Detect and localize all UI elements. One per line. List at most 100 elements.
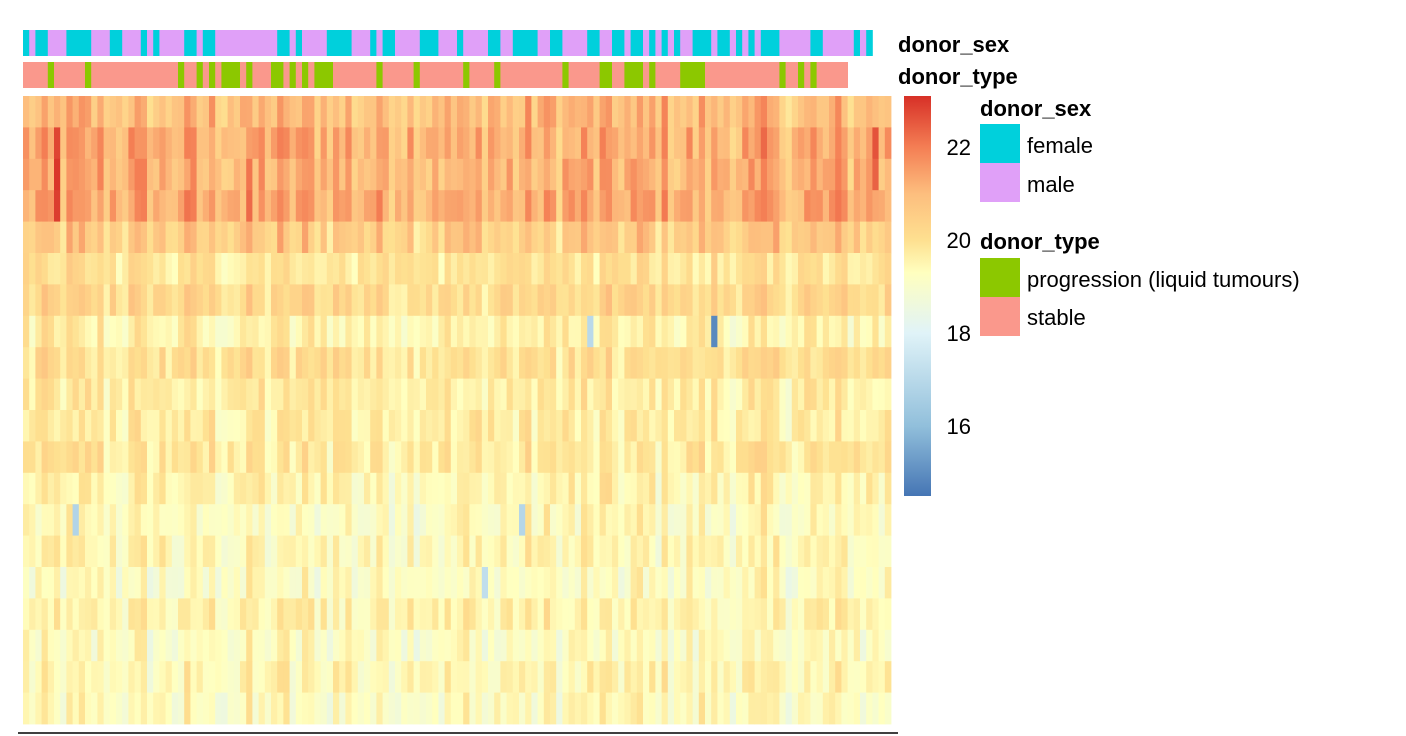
heatmap-cell — [153, 410, 160, 442]
heatmap-cell — [388, 158, 396, 191]
heatmap-cell — [457, 284, 464, 317]
heatmap-cell — [475, 629, 483, 662]
donor_type-cell — [271, 62, 278, 88]
heatmap-cell — [246, 378, 253, 411]
heatmap-cell — [605, 567, 613, 599]
heatmap-cell — [450, 504, 458, 536]
heatmap-cell — [785, 221, 793, 254]
heatmap-cell — [512, 567, 520, 599]
heatmap-cell — [705, 410, 712, 442]
heatmap-cell — [258, 629, 266, 662]
heatmap-cell — [419, 284, 427, 317]
donor_sex-cell — [698, 30, 706, 56]
heatmap-cell — [655, 253, 662, 285]
heatmap-cell — [314, 629, 321, 662]
heatmap-cell — [636, 221, 644, 254]
heatmap-cell — [450, 661, 458, 693]
heatmap-cell — [333, 629, 340, 662]
heatmap-cell — [729, 284, 737, 317]
donor_type-cell — [134, 62, 142, 88]
heatmap-cell — [636, 661, 644, 693]
heatmap-cell — [209, 629, 216, 662]
heatmap-cell — [674, 598, 681, 631]
heatmap-cell — [878, 158, 886, 191]
heatmap-cell — [822, 221, 830, 254]
heatmap-cell — [847, 127, 855, 160]
heatmap-cell — [686, 629, 693, 662]
heatmap-cell — [537, 441, 545, 474]
heatmap-cell — [159, 284, 166, 317]
heatmap-cell — [407, 315, 414, 348]
heatmap-cell — [562, 127, 569, 160]
heatmap-cell — [562, 190, 569, 222]
heatmap-cell — [723, 221, 731, 254]
heatmap-cell — [674, 567, 681, 599]
heatmap-cell — [760, 472, 768, 505]
donor_sex-cell — [531, 30, 538, 56]
heatmap-cell — [581, 347, 588, 379]
heatmap-cell — [314, 598, 321, 631]
heatmap-cell — [227, 598, 235, 631]
heatmap-cell — [357, 347, 365, 379]
heatmap-cell — [692, 535, 700, 568]
heatmap-cell — [767, 598, 774, 631]
heatmap-cell — [221, 158, 228, 191]
heatmap-cell — [314, 221, 321, 254]
donor_sex-cell — [271, 30, 278, 56]
heatmap-cell — [835, 378, 842, 411]
heatmap-cell — [47, 127, 55, 160]
heatmap-cell — [878, 253, 886, 285]
heatmap-cell — [853, 347, 861, 379]
heatmap-cell — [829, 127, 836, 160]
heatmap-cell — [357, 441, 365, 474]
heatmap-cell — [556, 441, 563, 474]
heatmap-cell — [103, 378, 111, 411]
heatmap-cell — [221, 441, 228, 474]
donor_sex-cell — [667, 30, 675, 56]
heatmap-cell — [320, 472, 328, 505]
heatmap-cell — [85, 253, 92, 285]
heatmap-cell — [258, 253, 266, 285]
heatmap-cell — [488, 535, 495, 568]
heatmap-cell — [450, 347, 458, 379]
heatmap-cell — [333, 472, 340, 505]
heatmap-cell — [649, 535, 656, 568]
heatmap-cell — [736, 221, 743, 254]
heatmap-cell — [587, 96, 594, 128]
heatmap-cell — [630, 472, 638, 505]
heatmap-cell — [791, 347, 799, 379]
heatmap-cell — [134, 378, 142, 411]
heatmap-cell — [835, 567, 842, 599]
heatmap-cell — [401, 661, 408, 693]
heatmap-cell — [816, 315, 824, 348]
heatmap-cell — [326, 96, 334, 128]
heatmap-cell — [357, 315, 365, 348]
heatmap-cell — [227, 127, 235, 160]
heatmap-cell — [816, 661, 824, 693]
heatmap-cell — [171, 96, 179, 128]
heatmap-cell — [78, 284, 86, 317]
heatmap-cell — [816, 567, 824, 599]
heatmap-cell — [791, 221, 799, 254]
heatmap-cell — [35, 692, 42, 725]
heatmap-cell — [320, 692, 328, 725]
heatmap-cell — [878, 284, 886, 317]
heatmap-cell — [35, 96, 42, 128]
heatmap-cell — [537, 692, 545, 725]
heatmap-cell — [85, 692, 92, 725]
heatmap-cell — [320, 96, 328, 128]
heatmap-cell — [748, 504, 755, 536]
heatmap-cell — [760, 661, 768, 693]
heatmap-cell — [537, 598, 545, 631]
heatmap-cell — [512, 284, 520, 317]
heatmap-cell — [822, 441, 830, 474]
donor_type-cell — [475, 62, 483, 88]
heatmap-cell — [227, 410, 235, 442]
heatmap-cell — [574, 127, 582, 160]
heatmap-cell — [636, 567, 644, 599]
heatmap-cell — [326, 410, 334, 442]
heatmap-cell — [457, 253, 464, 285]
heatmap-cell — [413, 472, 421, 505]
heatmap-cell — [562, 410, 569, 442]
heatmap-cell — [60, 441, 67, 474]
